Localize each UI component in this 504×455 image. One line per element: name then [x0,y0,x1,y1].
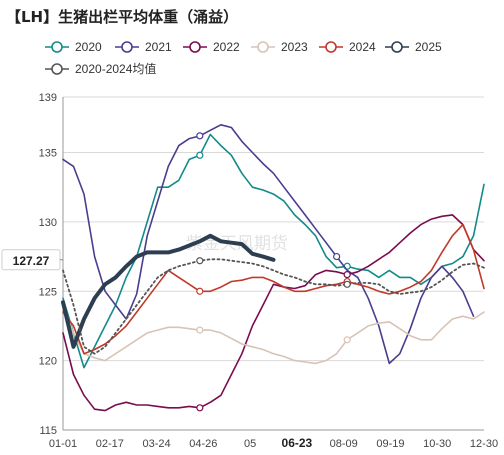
y-tick-label: 120 [39,356,57,368]
legend-marker [51,41,63,53]
legend-item-2023[interactable]: 2023 [251,40,308,54]
x-tick-label: 12-30 [470,438,498,450]
y-tick-label: 135 [39,148,57,160]
legend-marker [257,41,269,53]
x-tick-label: 08-09 [330,438,358,450]
x-tick-label: 03-24 [142,438,170,450]
series-line-2021 [62,124,475,365]
legend-label: 2021 [145,40,172,54]
x-tick-label: 04-26 [189,438,217,450]
x-tick-label: 06-23 [282,436,313,450]
y-tick-label: 139 [39,92,57,104]
legend-marker [51,63,63,75]
series-line-2022 [62,214,485,412]
x-tick-label: 09-19 [376,438,404,450]
legend-item-2025[interactable]: 2025 [385,40,442,54]
y-tick-label: 125 [39,286,57,298]
legend[interactable]: 2020 2021 2022 2023 2024 2025 2020-2024均值 [45,40,442,76]
legend-marker [121,41,133,53]
legend-label: 2024 [349,40,376,54]
series-marker [196,326,204,334]
legend-item-2020[interactable]: 2020 [45,40,102,54]
y-tick-label: 115 [39,425,57,437]
legend-label: 2020-2024均值 [75,61,156,76]
legend-label: 2023 [281,40,308,54]
series-line-2023 [62,304,485,365]
legend-item-2024[interactable]: 2024 [319,40,376,54]
series-lines [61,124,485,412]
series-marker [196,257,204,265]
chart-title: 【LH】生猪出栏平均体重（涌益） [6,8,238,26]
series-marker [196,404,204,412]
legend-marker [391,41,403,53]
current-value-label: 127.27 [1,249,63,271]
x-tick-label: 05 [244,438,256,450]
legend-item-2021[interactable]: 2021 [115,40,172,54]
series-line-2020 [62,133,485,369]
legend-marker [189,41,201,53]
legend-item-2020-2024均值[interactable]: 2020-2024均值 [45,61,156,76]
series-marker [343,280,351,288]
x-tick-label: 10-30 [423,438,451,450]
series-marker [196,132,204,140]
legend-item-2022[interactable]: 2022 [183,40,240,54]
y-tick-label: 130 [39,217,57,229]
series-marker [196,287,204,295]
y-axis: 115 120 125 130 135 139 [39,92,64,437]
series-line-2020-2024均值 [62,258,485,355]
x-tick-label: 02-17 [96,438,124,450]
legend-label: 2022 [213,40,240,54]
x-tick-label: 01-01 [49,438,77,450]
series-marker [333,252,341,261]
legend-label: 2020 [75,40,102,54]
series-marker [196,151,204,159]
series-line-2025 [61,233,276,349]
legend-marker [325,41,337,53]
legend-label: 2025 [415,40,442,54]
value-label-text: 127.27 [13,254,50,268]
series-marker [343,271,351,279]
x-axis: 01-01 02-17 03-24 04-26 05 06-23 08-09 09-19 10-… [49,429,498,450]
series-marker [343,336,351,344]
series-line-2024 [62,223,485,355]
gridlines [63,96,484,431]
